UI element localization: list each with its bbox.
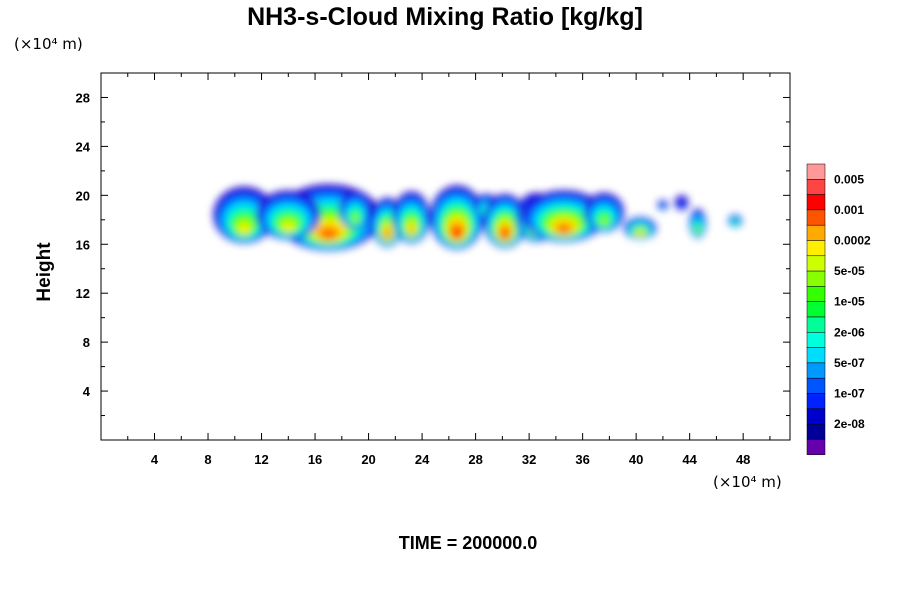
colorbar-swatch xyxy=(806,240,826,257)
x-tick-label: 32 xyxy=(522,452,536,467)
time-label: TIME = 200000.0 xyxy=(399,533,538,553)
cloud-contour xyxy=(453,229,461,239)
colorbar-swatch xyxy=(806,393,826,410)
cloud-contour xyxy=(385,231,390,239)
plot-area xyxy=(100,72,791,441)
colorbar-swatch xyxy=(806,224,826,241)
colorbar-swatch xyxy=(806,163,826,180)
y-tick-label: 8 xyxy=(83,335,90,350)
cloud-cell xyxy=(689,208,706,239)
y-unit-label: (×10⁴ m) xyxy=(14,35,83,53)
colorbar-swatch xyxy=(806,423,826,440)
y-axis-label: Height xyxy=(34,242,55,302)
cloud-contour xyxy=(660,204,666,209)
cloud-field xyxy=(213,184,742,251)
y-tick-label: 28 xyxy=(76,90,90,105)
cloud-cell xyxy=(583,192,625,233)
colorbar-swatch xyxy=(806,286,826,302)
x-tick-label: 28 xyxy=(468,452,482,467)
colorbar-label: 0.0002 xyxy=(834,234,871,248)
cloud-cell xyxy=(674,195,689,211)
x-tick-label: 16 xyxy=(308,452,322,467)
cloud-contour xyxy=(677,200,686,209)
cloud-contour xyxy=(696,227,700,234)
colorbar-swatch xyxy=(806,347,826,364)
cloud-cell xyxy=(522,190,606,242)
colorbar-swatch xyxy=(806,255,826,272)
cloud-contour xyxy=(637,232,643,236)
colorbar-swatch xyxy=(806,377,826,394)
colorbar-label: 0.001 xyxy=(834,203,864,217)
cloud-cell xyxy=(483,194,527,248)
plot-frame xyxy=(100,72,791,441)
chart-title: NH3-s-Cloud Mixing Ratio [kg/kg] xyxy=(247,3,643,31)
colorbar-swatch xyxy=(806,408,826,425)
cloud-contour xyxy=(502,231,508,239)
cloud-cell xyxy=(392,191,431,244)
x-tick-label: 24 xyxy=(415,452,430,467)
colorbar-swatch xyxy=(806,179,826,195)
colorbar-swatch xyxy=(806,362,826,379)
y-tick-label: 12 xyxy=(76,286,90,301)
cloud-cell xyxy=(728,214,742,228)
cloud-cell xyxy=(339,190,372,230)
colorbar-swatch xyxy=(806,316,826,333)
colorbar-swatch xyxy=(806,209,826,226)
colorbar-label: 1e-07 xyxy=(834,387,865,401)
x-tick-label: 12 xyxy=(254,452,268,467)
cloud-contour xyxy=(320,229,336,240)
cloud-cell xyxy=(256,190,321,240)
cloud-cell xyxy=(430,185,484,250)
x-tick-label: 36 xyxy=(575,452,589,467)
y-tick-label: 16 xyxy=(76,237,90,252)
cloud-cells xyxy=(213,184,742,251)
cloud-contour xyxy=(408,226,415,235)
cloud-contour xyxy=(238,223,250,234)
y-axis-tick-labels: 4 8 12 16 20 24 28 xyxy=(76,90,91,399)
x-tick-label: 20 xyxy=(361,452,375,467)
cloud-cell xyxy=(657,200,669,211)
colorbar-label: 5e-07 xyxy=(834,356,865,370)
colorbar-swatch xyxy=(806,332,826,348)
y-tick-label: 24 xyxy=(76,139,91,154)
colorbar-swatch xyxy=(806,301,826,318)
colorbar-label: 5e-05 xyxy=(834,264,865,278)
cloud-cell xyxy=(213,186,275,244)
colorbar-swatch xyxy=(806,194,826,211)
colorbar-swatch xyxy=(806,270,826,287)
x-tick-label: 4 xyxy=(151,452,159,467)
colorbar-label: 2e-06 xyxy=(834,325,865,339)
cloud-cell xyxy=(624,217,657,240)
x-axis-tick-labels: 4 8 12 16 20 24 28 32 36 40 44 48 xyxy=(151,452,751,467)
y-tick-label: 4 xyxy=(83,384,91,399)
colorbar-swatch xyxy=(806,439,826,455)
x-unit-label: (×10⁴ m) xyxy=(713,473,782,491)
axis-ticks xyxy=(101,73,790,440)
cloud-contour xyxy=(351,215,359,224)
colorbar-label: 2e-08 xyxy=(834,417,865,431)
x-tick-label: 8 xyxy=(204,452,211,467)
y-tick-label: 20 xyxy=(76,188,90,203)
x-tick-label: 40 xyxy=(629,452,643,467)
x-tick-label: 48 xyxy=(736,452,750,467)
colorbar: 0.005 0.001 0.0002 5e-05 1e-05 2e-06 5e-07 1e-0… xyxy=(806,163,871,455)
colorbar-label: 1e-05 xyxy=(834,295,865,309)
cloud-contour xyxy=(733,222,737,226)
cloud-contour xyxy=(600,217,609,226)
x-tick-label: 44 xyxy=(682,452,697,467)
cloud-contour xyxy=(282,222,294,232)
colorbar-label: 0.005 xyxy=(834,172,864,186)
cloud-contour xyxy=(557,225,570,234)
